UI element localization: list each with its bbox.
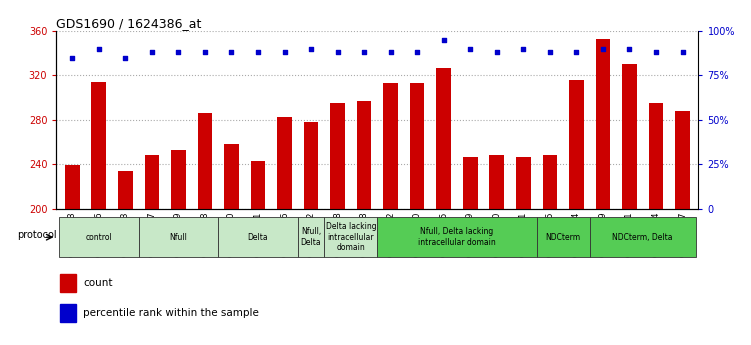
Bar	[139, 217, 219, 257]
Bar	[542, 155, 557, 209]
Bar	[298, 217, 324, 257]
Point	[677, 50, 689, 55]
Bar	[251, 161, 265, 209]
Text: Nfull: Nfull	[170, 233, 187, 242]
Text: percentile rank within the sample: percentile rank within the sample	[83, 308, 259, 318]
Point	[332, 50, 344, 55]
Bar	[463, 157, 478, 209]
Bar	[330, 103, 345, 209]
Bar	[516, 157, 531, 209]
Point	[358, 50, 370, 55]
Text: Delta: Delta	[248, 233, 268, 242]
Point	[119, 55, 131, 60]
Point	[173, 50, 185, 55]
Bar	[65, 165, 80, 209]
Bar	[357, 101, 372, 209]
Point	[66, 55, 78, 60]
Bar	[224, 144, 239, 209]
Bar	[383, 83, 398, 209]
Bar	[377, 217, 536, 257]
Point	[544, 50, 556, 55]
Bar	[92, 82, 106, 209]
Text: GDS1690 / 1624386_at: GDS1690 / 1624386_at	[56, 17, 202, 30]
Point	[517, 46, 529, 51]
Point	[199, 50, 211, 55]
Bar	[569, 80, 584, 209]
Text: count: count	[83, 278, 113, 288]
Text: Nfull,
Delta: Nfull, Delta	[300, 227, 321, 247]
Point	[385, 50, 397, 55]
Point	[438, 37, 450, 43]
Bar	[277, 117, 292, 209]
Bar	[219, 217, 298, 257]
Point	[146, 50, 158, 55]
Bar	[490, 155, 504, 209]
Bar	[303, 122, 318, 209]
Point	[570, 50, 582, 55]
Bar	[410, 83, 424, 209]
Bar	[622, 65, 637, 209]
Bar	[171, 150, 185, 209]
Bar	[198, 113, 213, 209]
Text: Nfull, Delta lacking
intracellular domain: Nfull, Delta lacking intracellular domai…	[418, 227, 496, 247]
Point	[225, 50, 237, 55]
Bar	[59, 304, 76, 322]
Bar	[59, 274, 76, 292]
Bar	[118, 171, 133, 209]
Text: protocol: protocol	[17, 230, 56, 240]
Point	[252, 50, 264, 55]
Point	[490, 50, 502, 55]
Bar	[649, 103, 663, 209]
Point	[650, 50, 662, 55]
Bar	[536, 217, 590, 257]
Point	[305, 46, 317, 51]
Point	[411, 50, 423, 55]
Bar	[590, 217, 695, 257]
Point	[623, 46, 635, 51]
Point	[464, 46, 476, 51]
Text: NDCterm: NDCterm	[545, 233, 581, 242]
Bar	[59, 217, 139, 257]
Bar	[675, 111, 690, 209]
Bar	[324, 217, 377, 257]
Text: NDCterm, Delta: NDCterm, Delta	[613, 233, 673, 242]
Text: control: control	[86, 233, 112, 242]
Bar	[144, 155, 159, 209]
Point	[597, 46, 609, 51]
Point	[279, 50, 291, 55]
Point	[93, 46, 105, 51]
Bar	[436, 68, 451, 209]
Bar	[596, 39, 611, 209]
Text: Delta lacking
intracellular
domain: Delta lacking intracellular domain	[325, 222, 376, 252]
